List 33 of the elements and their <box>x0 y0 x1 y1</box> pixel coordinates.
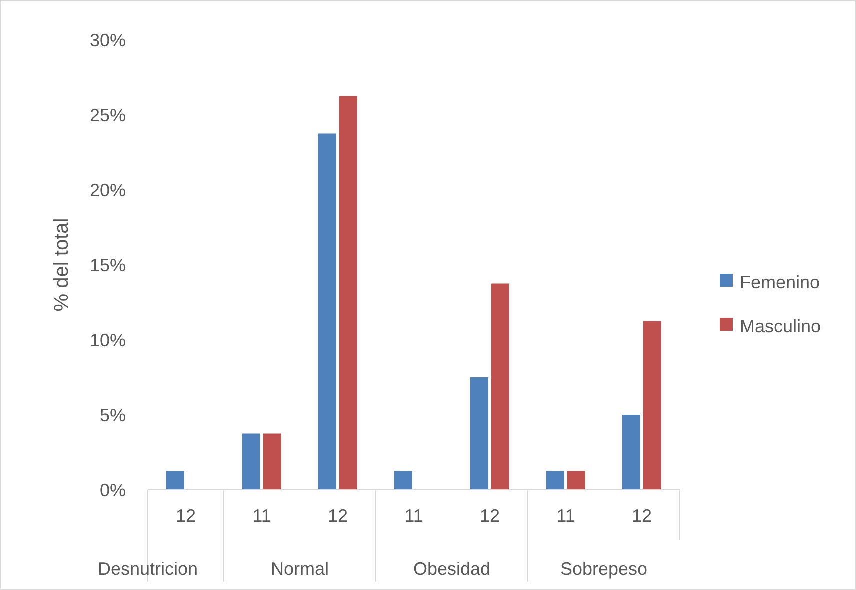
y-tick-label: 0% <box>100 480 126 500</box>
y-tick-label: 20% <box>90 180 126 200</box>
bar <box>340 96 358 490</box>
x-tick-label: 12 <box>480 506 500 526</box>
legend-label: Femenino <box>740 272 820 292</box>
x-tick-label: 12 <box>632 506 652 526</box>
bar <box>622 415 640 490</box>
bar <box>568 471 586 490</box>
x-tick-label: 11 <box>404 506 424 526</box>
x-tick-label: 11 <box>252 506 272 526</box>
text: Desnutricion <box>98 559 198 579</box>
bar <box>546 471 564 490</box>
text: Normal <box>270 559 330 579</box>
x-tick-label: 11 <box>556 506 576 526</box>
bar <box>166 471 184 490</box>
y-axis-title: % del total <box>51 218 73 312</box>
x-tick-label: 12 <box>176 506 196 526</box>
bar <box>318 134 336 490</box>
y-tick-label: 30% <box>90 30 126 50</box>
x-tick-label: 12 <box>328 506 348 526</box>
text: Sobrepeso <box>560 559 648 579</box>
y-tick-label: 10% <box>90 330 126 350</box>
bar <box>242 434 260 490</box>
y-tick-label: 15% <box>90 255 126 276</box>
bar <box>492 284 510 490</box>
bar <box>470 378 488 490</box>
y-tick-label: 5% <box>100 405 126 426</box>
bar <box>264 434 282 490</box>
bar <box>644 321 662 490</box>
legend-label: Masculino <box>740 316 822 336</box>
bar <box>394 471 412 490</box>
y-tick-label: 25% <box>90 105 126 126</box>
text: Obesidad <box>413 559 491 579</box>
